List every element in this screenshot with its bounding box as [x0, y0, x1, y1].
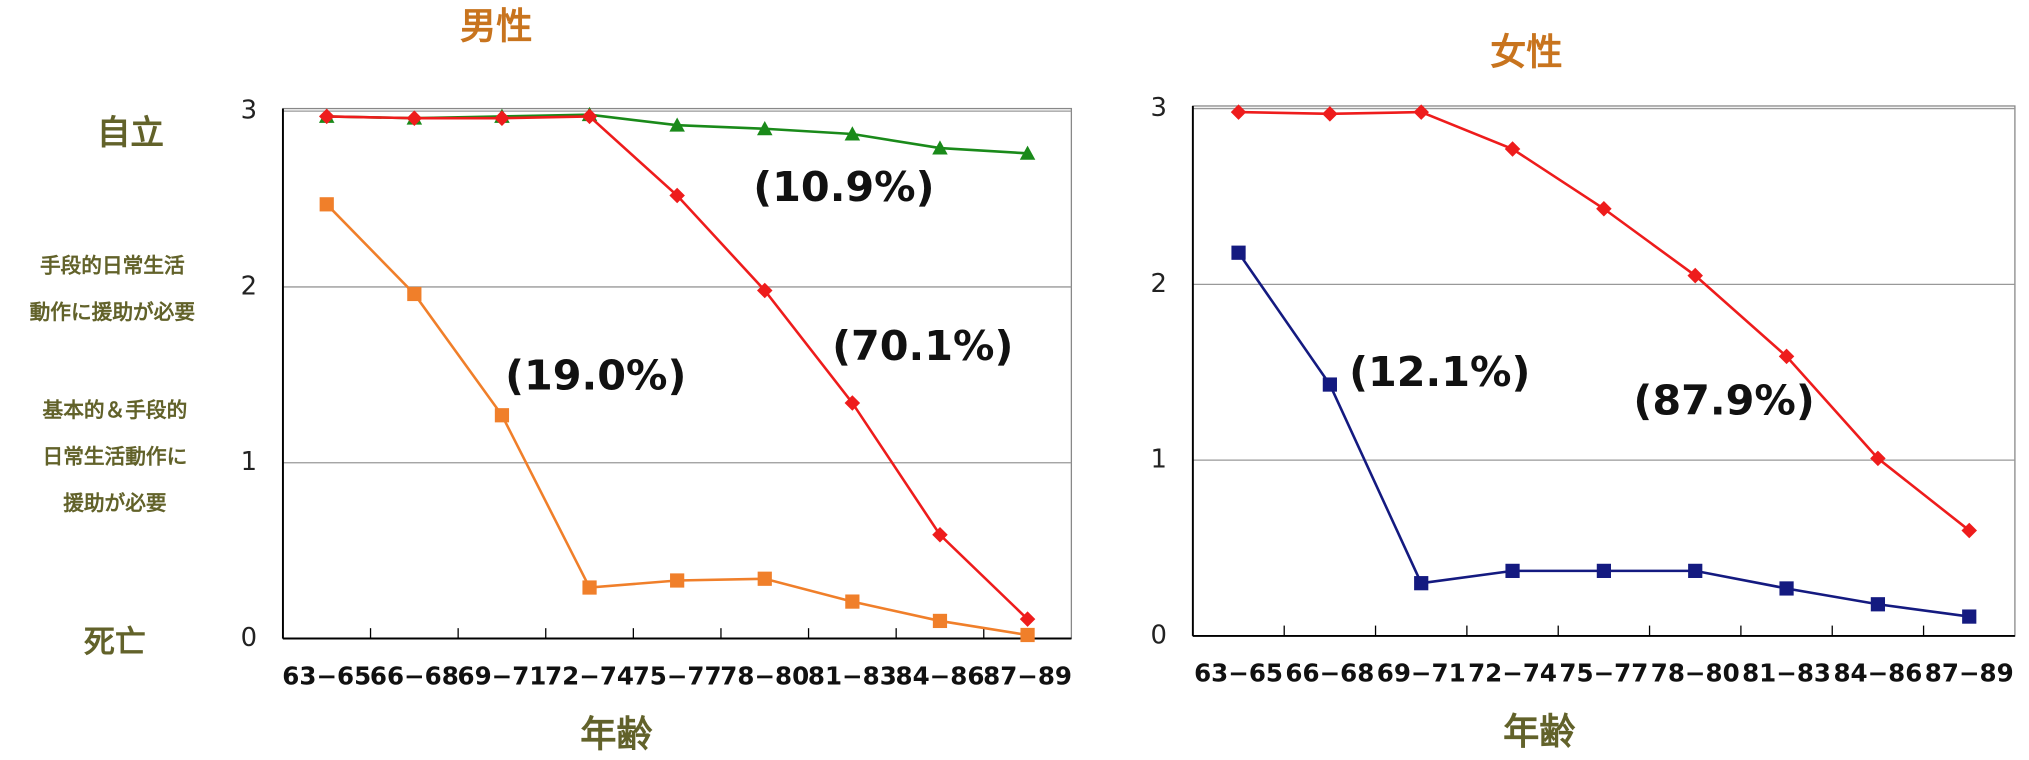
plot-frame [1193, 106, 2015, 636]
marker [1323, 377, 1337, 391]
y-tick-label: 1 [241, 447, 257, 477]
marker [845, 594, 859, 608]
x-tick-label: 66−68 [1285, 659, 1374, 688]
annotation: (19.0%) [505, 352, 686, 400]
x-axis-title: 年齢 [1503, 710, 1576, 753]
marker [1413, 104, 1429, 120]
x-tick-label: 84−86 [1833, 659, 1922, 688]
marker [320, 197, 334, 211]
marker [1231, 246, 1245, 260]
x-tick-label: 78−80 [1651, 659, 1740, 688]
marker [1414, 576, 1428, 590]
marker [582, 580, 596, 594]
annotation: (12.1%) [1349, 348, 1530, 396]
y-tick-label: 0 [241, 623, 257, 653]
marker [1505, 564, 1519, 578]
series-line [1239, 112, 1970, 530]
series-line [1239, 253, 1970, 617]
side-label: 援助が必要 [63, 491, 166, 515]
side-label: 手段的日常生活 [40, 253, 185, 277]
marker [1505, 141, 1521, 157]
side-label: 日常生活動作に [43, 445, 188, 469]
marker [1020, 628, 1034, 642]
x-tick-label: 84−86 [896, 661, 985, 690]
x-tick-label: 69−71 [1377, 659, 1466, 688]
chart-title: 女性 [1490, 30, 1562, 73]
side-label: 死亡 [84, 625, 146, 661]
series-line [327, 204, 1028, 635]
marker [1962, 609, 1976, 623]
x-tick-label: 87−89 [983, 661, 1072, 690]
x-tick-label: 87−89 [1925, 659, 2014, 688]
marker [758, 572, 772, 586]
x-tick-label: 78−80 [720, 661, 809, 690]
figure: 自立手段的日常生活動作に援助が必要基本的＆手段的日常生活動作に援助が必要死亡 0 1… [0, 0, 2029, 760]
y-tick-label: 2 [241, 271, 257, 301]
x-tick-label: 81−83 [1742, 659, 1831, 688]
x-tick-label: 72−74 [545, 661, 634, 690]
chart-title: 男性 [460, 4, 532, 47]
x-tick-label: 69−71 [457, 661, 546, 690]
y-tick-label: 3 [241, 96, 257, 126]
page: {"side_labels": [["自立"], ["手段的日常生活", "動作… [0, 0, 2029, 760]
x-tick-label: 63−65 [1194, 659, 1283, 688]
y-tick-label: 0 [1151, 620, 1167, 650]
annotation: (70.1%) [832, 322, 1013, 370]
x-tick-label: 81−83 [808, 661, 897, 690]
annotation: (10.9%) [753, 163, 934, 211]
marker [670, 573, 684, 587]
y-tick-label: 1 [1151, 445, 1167, 475]
marker [1779, 581, 1793, 595]
x-tick-label: 63−65 [282, 661, 371, 690]
side-label: 自立 [97, 113, 164, 152]
marker [494, 110, 510, 126]
y-tick-label: 2 [1151, 269, 1167, 299]
marker [1597, 564, 1611, 578]
x-tick-label: 66−68 [370, 661, 459, 690]
x-tick-label: 75−77 [1559, 659, 1648, 688]
marker [1231, 104, 1247, 120]
side-label: 動作に援助が必要 [30, 300, 195, 324]
marker [933, 614, 947, 628]
x-tick-label: 75−77 [633, 661, 722, 690]
marker [407, 287, 421, 301]
annotation: (87.9%) [1633, 376, 1814, 424]
x-tick-label: 72−74 [1468, 659, 1557, 688]
x-axis-title: 年齢 [580, 713, 653, 756]
side-label: 基本的＆手段的 [43, 398, 188, 422]
marker [1688, 564, 1702, 578]
y-tick-label: 3 [1151, 93, 1167, 123]
marker [1871, 597, 1885, 611]
marker [495, 408, 509, 422]
